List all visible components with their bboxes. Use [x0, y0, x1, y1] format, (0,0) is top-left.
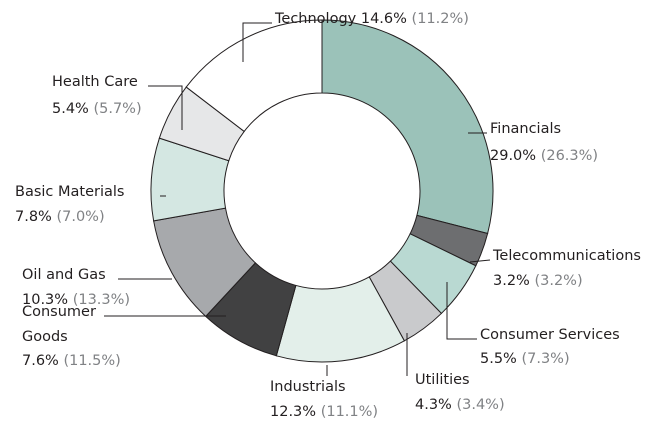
value-label: 3.2% — [493, 273, 530, 289]
value-label-line: 7.6% (11.5%) — [22, 353, 121, 369]
comparison-label: (11.2%) — [412, 11, 469, 27]
value-label-line: 7.8% (7.0%) — [15, 209, 105, 225]
value-label: 7.6% — [22, 353, 59, 369]
value-label: 12.3% — [270, 404, 316, 420]
category-label: Consumer Services — [480, 327, 620, 343]
value-label: 5.5% — [480, 351, 517, 367]
leader-line — [446, 282, 477, 340]
comparison-label: (5.7%) — [93, 101, 141, 117]
comparison-label: (11.1%) — [321, 404, 378, 420]
leader-line — [469, 259, 491, 263]
category-label: Oil and Gas — [22, 267, 106, 283]
category-label: Industrials — [270, 379, 346, 395]
comparison-label: (7.0%) — [56, 209, 104, 225]
category-label: Telecommunications — [492, 248, 641, 264]
value-label: 14.6% — [361, 11, 407, 27]
category-label: Consumer Goods — [22, 304, 96, 345]
category-label: Health Care — [52, 74, 138, 90]
value-label-line: 12.3% (11.1%) — [270, 404, 378, 420]
value-label: 4.3% — [415, 397, 452, 413]
donut-slice — [185, 19, 323, 133]
value-label-line: 29.0% (26.3%) — [490, 148, 598, 164]
value-label: 5.4% — [52, 101, 89, 117]
comparison-label: (11.5%) — [63, 353, 120, 369]
value-label-line: 3.2% (3.2%) — [493, 273, 583, 289]
value-label-line: 5.5% (7.3%) — [480, 351, 570, 367]
value-label-line: 4.3% (3.4%) — [415, 397, 505, 413]
leader-line — [242, 22, 272, 62]
category-label: Technology 14.6% (11.2%) — [274, 11, 469, 27]
category-label: Utilities — [415, 372, 470, 388]
comparison-label: (3.4%) — [456, 397, 504, 413]
comparison-label: (13.3%) — [73, 292, 130, 308]
category-label: Basic Materials — [15, 184, 124, 200]
value-label: 10.3% — [22, 292, 68, 308]
comparison-label: (7.3%) — [521, 351, 569, 367]
value-label: 7.8% — [15, 209, 52, 225]
value-label: 29.0% — [490, 148, 536, 164]
value-label-line: 5.4% (5.7%) — [52, 101, 142, 117]
donut-slice — [321, 19, 494, 235]
comparison-label: (3.2%) — [534, 273, 582, 289]
category-label: Financials — [490, 121, 561, 137]
comparison-label: (26.3%) — [541, 148, 598, 164]
value-label-line: 10.3% (13.3%) — [22, 292, 130, 308]
leader-line — [148, 85, 183, 130]
